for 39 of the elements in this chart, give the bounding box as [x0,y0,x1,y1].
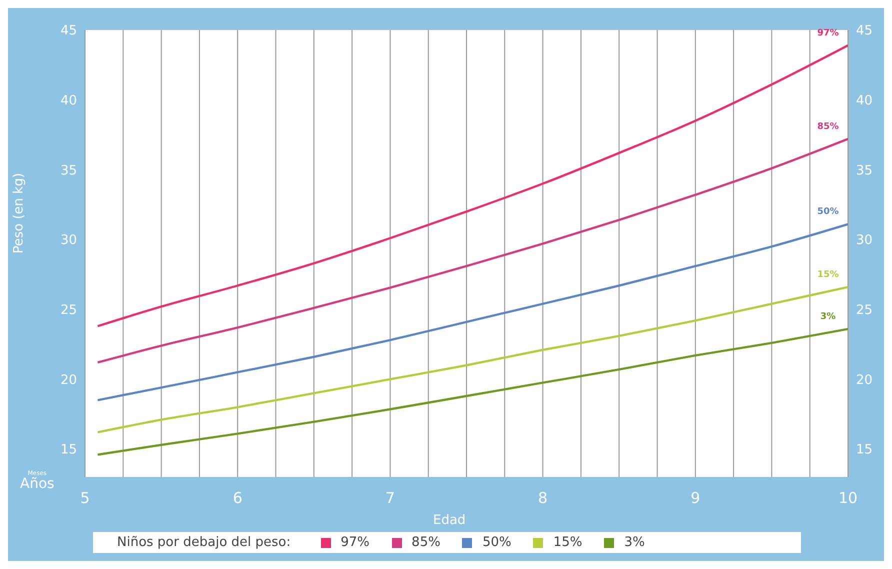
x-tick-label: 10 [838,489,858,507]
y2-tick-label: 15 [856,442,873,458]
line-series [96,44,848,328]
x-tick-label: 8 [538,489,548,507]
text: 3% [820,312,836,322]
x-axis-title: Edad [433,513,466,528]
y2-tick-label: 25 [856,302,873,318]
y-axis-title: Peso (en kg) [12,172,27,254]
text: 97% [817,28,839,38]
legend-label: 50% [481,535,512,550]
y2-tick-label: 30 [856,233,873,248]
x-tick-label: 5 [80,489,90,507]
line-series [96,223,848,402]
y-tick-label: 40 [60,93,77,108]
line-series [96,286,848,434]
legend-label: 15% [552,535,582,550]
y-tick-label: 35 [60,163,77,178]
y-tick-label: 20 [60,372,77,388]
y-tick-label: 25 [60,302,77,318]
legend-label: 97% [340,535,370,550]
y2-tick-label: 40 [856,93,873,108]
y2-tick-label: 45 [856,24,873,39]
text: 50% [817,207,839,218]
y-tick-label: 15 [60,442,77,458]
y2-tick-label: 20 [856,372,873,388]
legend-label: 3% [623,535,645,550]
legend-label: 85% [410,535,440,550]
text: 85% [817,122,839,132]
x-tick-label: 9 [690,489,700,507]
line-series [96,328,848,456]
y-tick-label: 45 [60,24,77,39]
y-tick-label: 30 [60,233,77,248]
x-tick-label: 6 [232,489,242,507]
text: Años [20,476,54,492]
line-series [96,138,848,364]
text: 15% [817,270,839,280]
legend-title: Niños por debajo del peso: [117,535,291,550]
y2-tick-label: 35 [856,163,873,178]
x-tick-label: 7 [385,489,395,507]
